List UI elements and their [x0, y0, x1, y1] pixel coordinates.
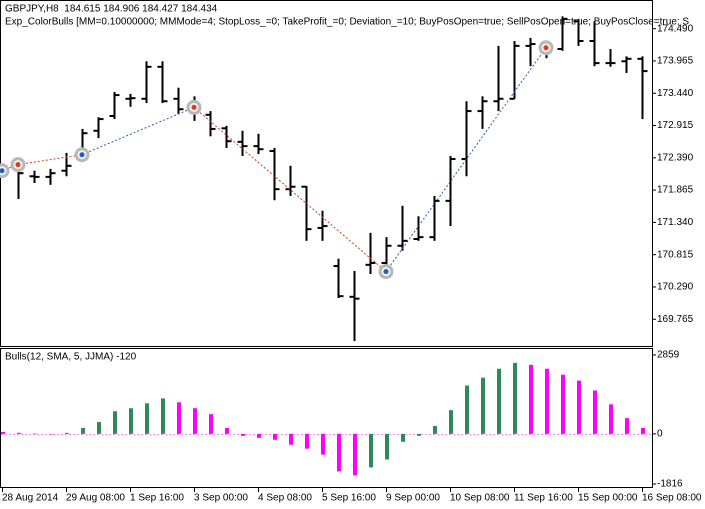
histogram-bar [145, 403, 149, 434]
trade-marker [0, 168, 5, 174]
y-tick-label: 171.865 [657, 185, 694, 196]
histogram-bar [513, 362, 517, 434]
y-tick-label: 170.290 [657, 282, 694, 293]
trade-line [81, 106, 195, 156]
histogram-bar [81, 427, 85, 434]
y-tick-label: 171.340 [657, 217, 694, 228]
histogram-bar [177, 402, 181, 434]
histogram-bar [561, 374, 565, 434]
histogram-bar [257, 433, 261, 438]
histogram-bar [545, 368, 549, 434]
x-tick-label: 16 Sep 08:00 [642, 493, 702, 504]
histogram-bar [641, 427, 645, 434]
x-tick-label: 9 Sep 00:00 [386, 493, 440, 504]
y-tick-label: 173.965 [657, 56, 694, 67]
y-tick-label: 172.390 [657, 152, 694, 163]
y-tick-label: 170.815 [657, 249, 694, 260]
trade-marker [191, 104, 197, 110]
trade-line [17, 154, 83, 166]
x-tick-label: 15 Sep 00:00 [578, 493, 638, 504]
histogram-bar [33, 433, 37, 435]
x-tick-label: 11 Sep 16:00 [514, 493, 573, 504]
y-tick-label: -1816 [657, 479, 683, 490]
symbol-header: GBPJPY,H8 184.615 184.906 184.427 184.43… [5, 4, 218, 15]
trade-line [1, 164, 19, 172]
histogram-bar [1, 431, 5, 434]
histogram-bar [337, 433, 341, 472]
histogram-bar [17, 432, 21, 434]
expert-header: Exp_ColorBulls [MM=0.10000000; MMMode=4;… [5, 17, 689, 28]
histogram-bar [97, 422, 101, 434]
histogram-bar [241, 433, 245, 436]
y-tick-label: 173.440 [657, 88, 694, 99]
x-tick-label: 29 Aug 08:00 [66, 493, 125, 504]
y-tick-label: 2859 [657, 350, 680, 361]
histogram-bar [449, 410, 453, 434]
histogram-bar [577, 380, 581, 434]
trade-marker [79, 152, 85, 158]
y-tick-label: 169.765 [657, 314, 694, 325]
x-tick-label: 28 Aug 2014 [2, 493, 59, 504]
histogram-bar [305, 433, 309, 449]
x-tick-label: 10 Sep 08:00 [450, 493, 510, 504]
histogram-bar [529, 364, 533, 434]
histogram-bar [113, 411, 117, 434]
indicator-panel-frame [0, 348, 653, 488]
x-tick-label: 1 Sep 16:00 [130, 493, 184, 504]
histogram-bar [497, 368, 501, 434]
histogram-bar [433, 425, 437, 434]
y-tick-label: 0 [657, 429, 663, 440]
histogram-bar [129, 408, 133, 434]
histogram-bar [289, 433, 293, 445]
histogram-bar [481, 377, 485, 434]
x-tick-label: 3 Sep 00:00 [194, 493, 248, 504]
histogram-bar [65, 432, 69, 434]
y-tick-label: 174.490 [657, 23, 694, 34]
x-tick-label: 4 Sep 08:00 [258, 493, 312, 504]
trade-marker [543, 45, 549, 51]
indicator-header: Bulls(12, SMA, 5, JJMA) -120 [5, 352, 137, 363]
trade-line [385, 47, 547, 272]
histogram-bar [225, 427, 229, 434]
y-tick-label: 172.915 [657, 120, 694, 131]
histogram-bar [49, 433, 53, 435]
histogram-bar [209, 414, 213, 434]
histogram-bar [417, 433, 421, 436]
trade-marker [383, 269, 389, 275]
histogram-bar [625, 418, 629, 434]
histogram-bar [465, 385, 469, 434]
histogram-bar [593, 390, 597, 434]
histogram-bar [369, 433, 373, 468]
histogram-bar [193, 408, 197, 434]
trade-marker [15, 162, 21, 168]
histogram-bar [385, 433, 389, 460]
histogram-bar [273, 433, 277, 440]
histogram-bar [161, 398, 165, 434]
histogram-bar [321, 433, 325, 455]
histogram-bar [609, 404, 613, 434]
histogram-bar [353, 433, 357, 476]
histogram-bar [401, 433, 405, 442]
x-tick-label: 5 Sep 16:00 [322, 493, 376, 504]
